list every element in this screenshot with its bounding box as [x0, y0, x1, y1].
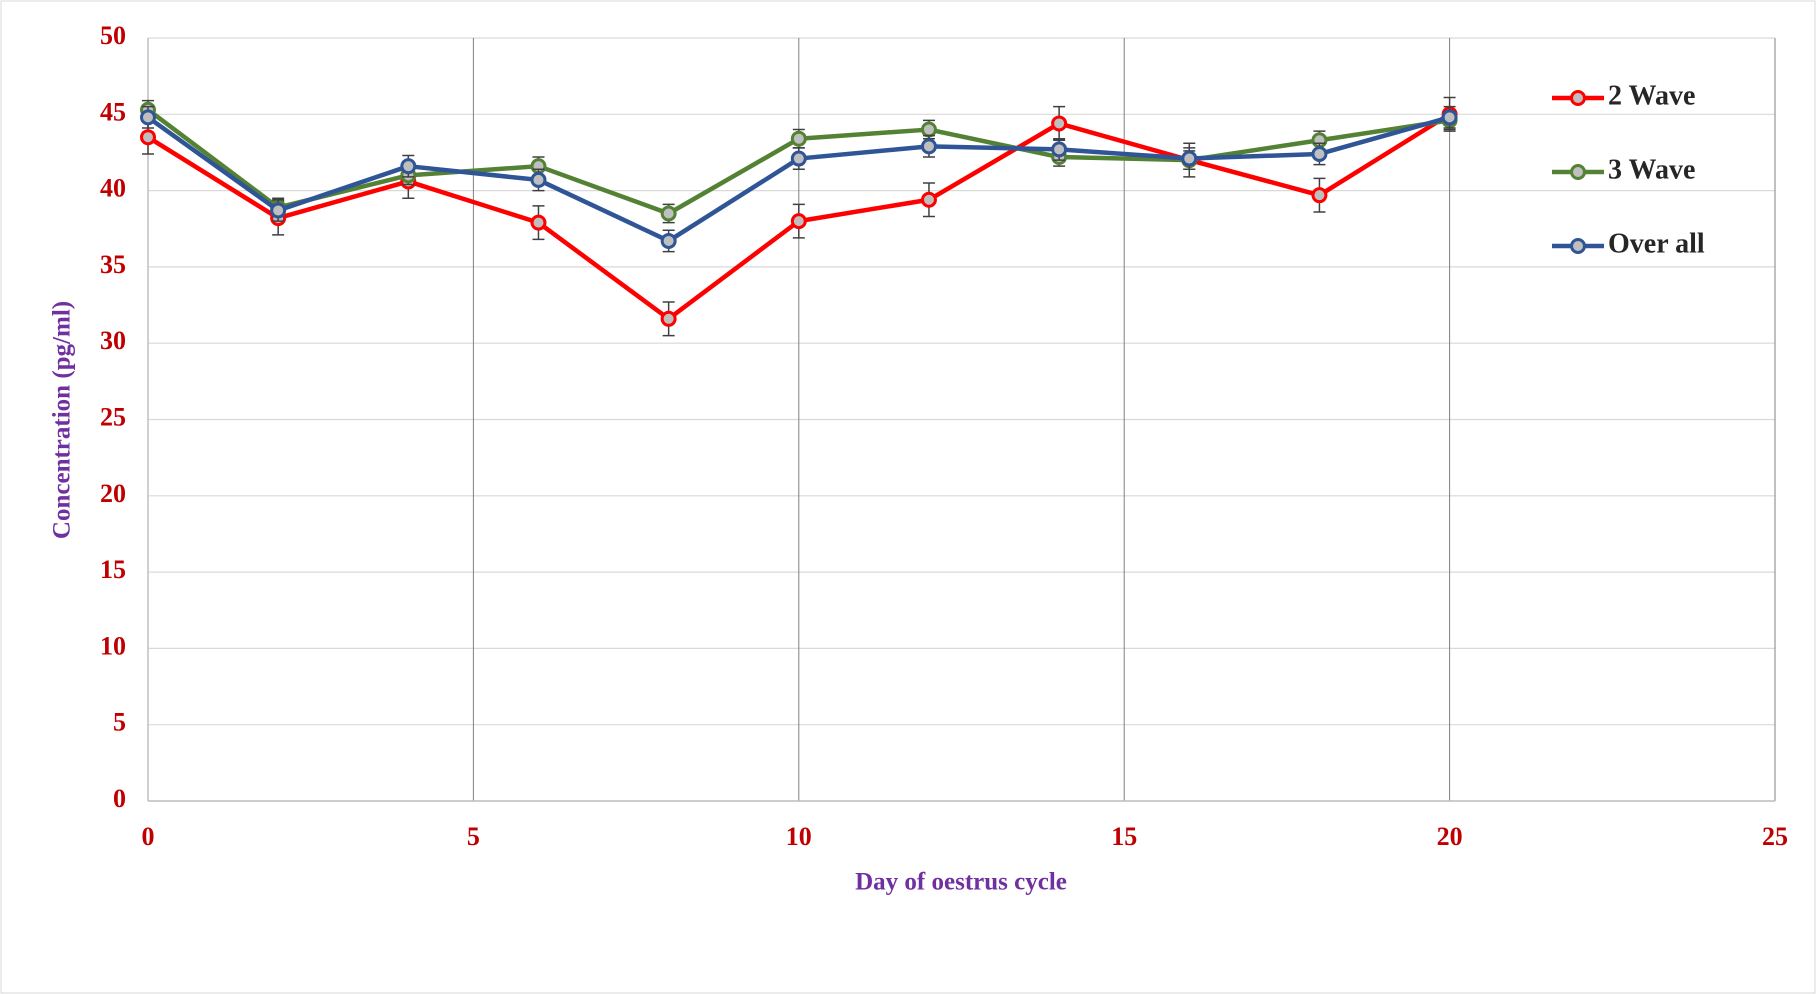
data-point [530, 214, 547, 231]
x-tick-label: 25 [1762, 822, 1788, 851]
data-point [400, 158, 417, 175]
data-point [660, 232, 677, 249]
data-point [1181, 150, 1198, 167]
y-tick-label: 15 [100, 555, 126, 584]
data-point [1311, 145, 1328, 162]
y-tick-label: 35 [100, 250, 126, 279]
data-point [270, 202, 287, 219]
x-axis-label: Day of oestrus cycle [855, 869, 1067, 896]
data-point [1311, 187, 1328, 204]
y-tick-label: 45 [100, 97, 126, 126]
data-point [920, 191, 937, 208]
data-point [140, 109, 156, 126]
x-tick-label: 20 [1437, 822, 1463, 851]
x-tick-label: 15 [1111, 822, 1137, 851]
data-point [790, 213, 807, 230]
y-tick-label: 30 [100, 326, 126, 355]
data-point [1051, 115, 1068, 132]
legend-marker [1570, 164, 1586, 180]
data-point [1441, 109, 1458, 126]
y-tick-label: 50 [100, 21, 126, 50]
legend-label: Over all [1608, 228, 1705, 259]
y-tick-label: 25 [100, 402, 126, 431]
legend-marker [1570, 90, 1586, 106]
x-tick-label: 0 [142, 822, 155, 851]
y-axis-label: Concentration (pg/ml) [49, 301, 76, 539]
legend-label: 2 Wave [1608, 80, 1695, 111]
legend-label: 3 Wave [1608, 154, 1695, 185]
y-tick-label: 5 [113, 708, 126, 737]
y-tick-label: 10 [100, 631, 126, 660]
data-point [790, 150, 807, 167]
data-point [1051, 141, 1068, 158]
y-tick-label: 40 [100, 174, 126, 203]
x-tick-label: 10 [786, 822, 812, 851]
data-point [140, 129, 156, 146]
x-tick-label: 5 [467, 822, 480, 851]
data-point [920, 138, 937, 155]
legend-marker [1570, 238, 1586, 254]
y-tick-label: 20 [100, 479, 126, 508]
data-point [790, 130, 807, 147]
y-tick-label: 0 [113, 784, 126, 813]
data-point [920, 121, 937, 138]
data-point [530, 171, 547, 188]
data-point [660, 310, 677, 327]
data-point [660, 205, 677, 222]
